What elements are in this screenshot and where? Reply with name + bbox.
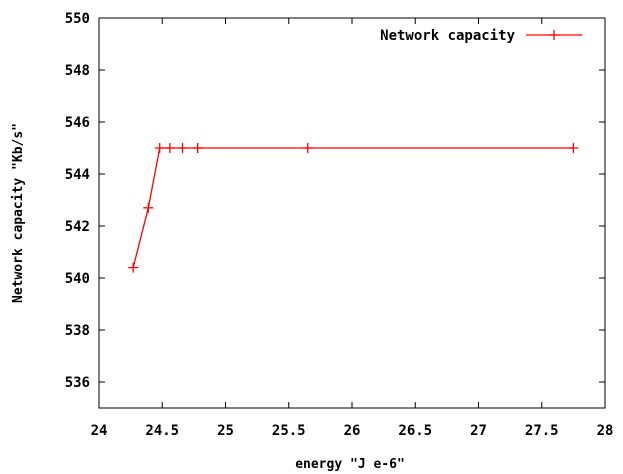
data-point (302, 143, 313, 153)
axis-ticks (98, 17, 606, 408)
y-tick-label: 548 (65, 63, 90, 79)
series-line (132, 147, 574, 268)
y-tick-labels: 536 538 540 542 544 546 548 550 (65, 11, 90, 391)
y-tick-label: 536 (65, 375, 90, 391)
data-point (192, 143, 203, 153)
legend-label: Network capacity (380, 28, 515, 44)
x-tick-label: 24 (91, 423, 108, 439)
x-tick-labels: 24 24.5 25 25.5 26 26.5 27 27.5 28 (91, 423, 614, 439)
data-point (143, 202, 154, 213)
legend-marker (549, 30, 559, 40)
x-tick-label: 24.5 (145, 423, 179, 439)
plot-frame (98, 17, 606, 409)
y-tick-label: 540 (65, 271, 90, 287)
x-tick-label: 27 (470, 423, 487, 439)
series-group (128, 143, 579, 273)
y-tick-label: 546 (65, 115, 90, 131)
data-point (154, 143, 165, 153)
x-tick-label: 27.5 (525, 423, 559, 439)
data-point (568, 143, 579, 153)
legend: Network capacity (380, 28, 582, 44)
x-tick-label: 26.5 (398, 423, 432, 439)
y-tick-label: 538 (65, 323, 90, 339)
x-tick-label: 25 (217, 423, 234, 439)
data-point (164, 143, 175, 153)
data-point (177, 143, 188, 153)
y-tick-label: 542 (65, 219, 90, 235)
x-tick-label: 25.5 (272, 423, 306, 439)
x-axis-title: energy "J e-6" (295, 457, 405, 472)
y-tick-label: 550 (65, 11, 90, 27)
data-point (128, 262, 139, 273)
x-tick-label: 26 (344, 423, 361, 439)
x-tick-label: 28 (597, 423, 614, 439)
y-axis-title: Network capacity "Kb/s" (11, 123, 26, 303)
y-tick-label: 544 (65, 167, 90, 183)
